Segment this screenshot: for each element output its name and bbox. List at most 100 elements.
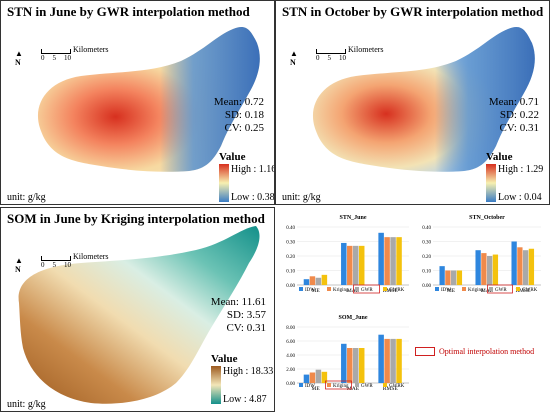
legend-swatch <box>355 383 359 387</box>
scale-bar: Kilometers 0 5 10 <box>316 45 384 62</box>
unit-label: unit: g/kg <box>7 192 46 203</box>
scale-tick: 0 <box>41 54 45 62</box>
x-tick-label: RMSE <box>383 288 399 294</box>
legend-title: Value <box>486 151 513 163</box>
x-tick-label: RMSE <box>383 386 399 392</box>
bar-idw-me <box>303 374 310 383</box>
north-arrow-icon: ▲ N <box>15 49 23 67</box>
bar-gwrk-mae <box>492 254 499 285</box>
legend-label: Kriging <box>468 288 484 293</box>
map-som-june <box>18 226 260 404</box>
y-tick-label: 2.00 <box>286 368 295 373</box>
y-tick-label: 0.00 <box>286 284 295 289</box>
y-tick-label: 0.20 <box>286 255 295 260</box>
y-tick-label: 4.00 <box>286 354 295 359</box>
bar-gwrk-rmse <box>396 338 402 383</box>
x-tick-label: RMSE <box>516 288 532 294</box>
unit-label: unit: g/kg <box>7 399 46 410</box>
stat-sd: SD: 0.18 <box>224 109 264 121</box>
bar-kriging-me <box>445 270 451 285</box>
map-stn-june <box>37 26 260 172</box>
scale-tick: 5 <box>52 261 57 269</box>
bar-gwr-mae <box>353 348 359 383</box>
legend-color-ramp <box>211 366 221 404</box>
legend-label: Kriging <box>333 288 349 293</box>
bar-kriging-mae <box>347 245 353 285</box>
bar-gwrk-me <box>456 270 463 285</box>
y-tick-label: 0.40 <box>422 226 431 231</box>
stat-mean: Mean: 0.72 <box>213 96 264 108</box>
legend-swatch <box>327 287 331 291</box>
bar-idw-mae <box>341 343 347 383</box>
bar-idw-me <box>303 279 310 285</box>
legend-low: Low : 0.04 <box>498 192 542 203</box>
map-title: SOM in June by Kriging interpolation met… <box>7 211 265 226</box>
y-tick-label: 6.00 <box>286 340 295 345</box>
legend-low: Low : 4.87 <box>223 394 267 405</box>
bar-gwrk-mae <box>358 348 365 383</box>
x-tick-label: ME <box>447 288 456 294</box>
bar-gwrk-me <box>321 274 328 285</box>
stat-cv: CV: 0.31 <box>226 322 266 334</box>
bar-gwr-me <box>315 369 322 383</box>
y-tick-label: 0.20 <box>422 255 431 260</box>
scale-tick: 0 <box>41 261 45 269</box>
legend-label: GWRK <box>522 288 538 293</box>
legend-label: Kriging <box>333 384 349 389</box>
legend-swatch <box>299 287 303 291</box>
map-title: STN in June by GWR interpolation method <box>7 4 250 19</box>
chart-title: STN_October <box>469 215 505 221</box>
bar-charts-svg: STN_June 0.00 0.10 0.20 0.30 0.40 ME MAE RMSE IDW… <box>286 215 541 392</box>
scale-tick: 10 <box>339 54 346 62</box>
optimal-highlight-box <box>325 380 352 390</box>
legend-color-ramp <box>486 164 496 202</box>
map-stats: Mean: 11.61 SD: 3.57 CV: 0.31 <box>211 296 266 335</box>
bar-gwrk-rmse <box>528 248 535 285</box>
bar-gwrk-me <box>321 371 328 383</box>
bar-kriging-me <box>309 276 316 285</box>
scale-tick: 10 <box>64 54 71 62</box>
scale-tick: 0 <box>316 54 320 62</box>
y-tick-label: 0.10 <box>422 270 431 275</box>
legend-color-ramp <box>219 164 229 202</box>
y-tick-label: 0.30 <box>422 241 431 246</box>
legend-swatch <box>435 287 439 291</box>
stat-mean: Mean: 11.61 <box>210 296 266 308</box>
stat-sd: SD: 3.57 <box>226 309 266 321</box>
map-panel-stn-october: STN in October by GWR interpolation meth… <box>275 0 550 205</box>
bar-idw-mae <box>475 250 481 285</box>
optimal-highlight-box <box>353 284 380 294</box>
legend-high: High : 1.29 <box>498 164 544 175</box>
map-panel-stn-june: STN in June by GWR interpolation method … <box>0 0 275 205</box>
y-tick-label: 0.10 <box>286 270 295 275</box>
north-arrow-icon: ▲ N <box>15 256 23 274</box>
scale-tick: 10 <box>64 261 71 269</box>
legend-swatch <box>355 287 359 291</box>
bar-kriging-mae <box>481 253 487 285</box>
y-tick-label: 0.30 <box>286 241 295 246</box>
stat-sd: SD: 0.22 <box>499 109 539 121</box>
y-tick-label: 0.00 <box>422 284 431 289</box>
bar-idw-mae <box>341 242 347 285</box>
scale-bar: Kilometers 0 5 10 <box>41 252 109 269</box>
stat-cv: CV: 0.31 <box>499 122 539 134</box>
scale-tick: 5 <box>52 54 57 62</box>
optimal-label: Optimal interpolation method <box>439 347 535 356</box>
optimal-method-legend: Optimal interpolation method <box>415 347 534 356</box>
stat-mean: Mean: 0.71 <box>488 96 539 108</box>
bar-kriging-mae <box>347 348 353 383</box>
y-tick-label: 0.00 <box>286 382 295 387</box>
legend-title: Value <box>211 353 238 365</box>
bar-kriging-me <box>309 372 316 383</box>
x-tick-label: ME <box>312 288 321 294</box>
chart-title: STN_June <box>339 215 366 221</box>
map-stn-october <box>312 26 535 172</box>
bar-idw-rmse <box>378 232 384 285</box>
bar-gwr-me <box>451 270 457 285</box>
y-tick-label: 8.00 <box>286 326 295 331</box>
legend-label: GWR <box>495 288 507 293</box>
bar-idw-me <box>439 266 445 285</box>
bar-gwr-mae <box>487 256 493 285</box>
bar-kriging-rmse <box>384 237 390 285</box>
y-tick-label: 0.40 <box>286 226 295 231</box>
